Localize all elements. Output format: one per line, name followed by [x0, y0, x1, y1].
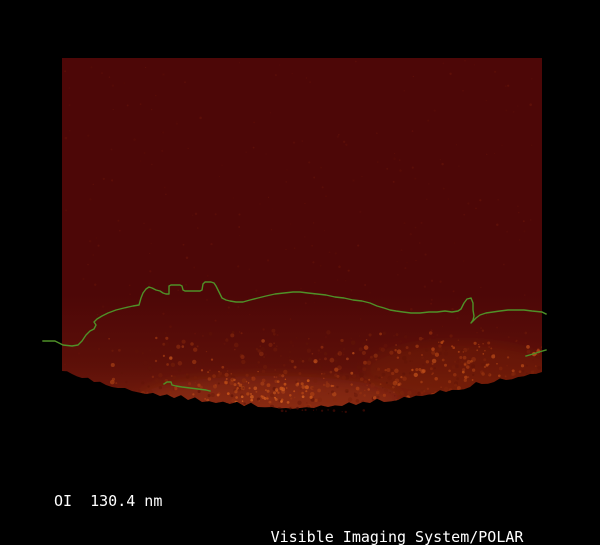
credit-line-instrument: Visible Imaging System/POLAR [270, 528, 524, 545]
wavelength-label: OI 130.4 nm [54, 492, 163, 510]
credits: Visible Imaging System/POLAR The Univers… [246, 492, 548, 545]
